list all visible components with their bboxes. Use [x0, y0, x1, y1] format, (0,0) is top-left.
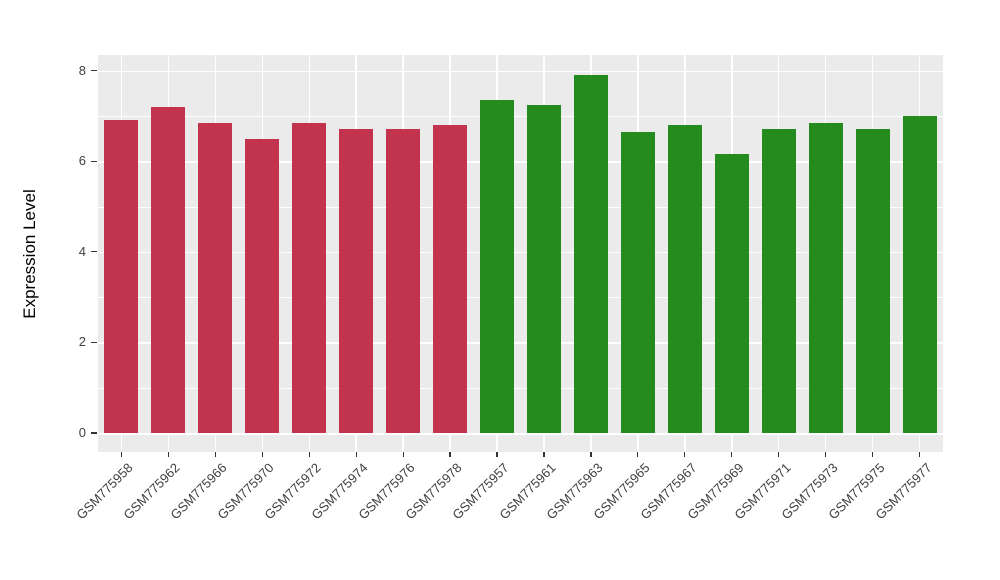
bar-GSM775957 — [480, 100, 515, 433]
y-tick-mark-8 — [91, 70, 97, 72]
y-tick-label-0: 0 — [78, 425, 86, 440]
x-tick-mark-GSM775976 — [402, 452, 404, 457]
bar-GSM775972 — [292, 122, 327, 433]
x-tick-mark-GSM775971 — [778, 452, 780, 457]
gridline-major-y0 — [98, 433, 943, 435]
x-tick-mark-GSM775962 — [167, 452, 169, 457]
bar-GSM775976 — [386, 129, 421, 433]
bar-GSM775963 — [573, 75, 608, 433]
y-tick-mark-0 — [91, 432, 97, 434]
gridline-major-y8 — [98, 70, 943, 73]
bar-GSM775962 — [151, 106, 186, 433]
plot-panel — [98, 55, 943, 452]
x-tick-mark-GSM775975 — [871, 452, 874, 457]
bar-GSM775971 — [761, 129, 796, 433]
gridline-minor-y5 — [98, 206, 943, 208]
x-tick-mark-GSM775961 — [543, 452, 545, 457]
bar-GSM775970 — [245, 138, 280, 433]
x-tick-mark-GSM775972 — [308, 452, 310, 457]
y-tick-mark-6 — [91, 160, 97, 162]
x-tick-mark-GSM775966 — [214, 452, 216, 457]
bar-GSM775967 — [667, 124, 702, 433]
y-tick-label-4: 4 — [78, 243, 86, 259]
bar-GSM775977 — [902, 115, 937, 433]
y-tick-label-8: 8 — [78, 62, 86, 78]
x-tick-mark-GSM775974 — [355, 452, 357, 457]
bar-GSM775973 — [808, 122, 843, 433]
gridline-major-y4 — [98, 251, 943, 254]
gridline-minor-y7 — [98, 115, 943, 117]
bar-GSM775961 — [526, 104, 561, 433]
x-tick-mark-GSM775978 — [449, 452, 451, 457]
y-tick-label-6: 6 — [78, 153, 86, 169]
bar-GSM775974 — [339, 129, 374, 433]
bar-GSM775958 — [104, 120, 139, 433]
x-tick-mark-GSM775967 — [684, 452, 686, 457]
x-tick-mark-GSM775963 — [590, 452, 592, 457]
bar-GSM775965 — [620, 131, 655, 433]
y-tick-mark-2 — [91, 341, 97, 343]
gridline-minor-y3 — [98, 297, 943, 298]
x-tick-mark-GSM775958 — [120, 452, 123, 457]
gridline-minor-y1 — [98, 387, 943, 389]
x-tick-mark-GSM775957 — [496, 452, 498, 457]
bar-GSM775969 — [714, 154, 749, 433]
y-tick-label-2: 2 — [78, 334, 86, 350]
gridline-major-y6 — [98, 161, 943, 163]
bar-GSM775966 — [198, 122, 233, 433]
y-tick-mark-4 — [91, 251, 97, 253]
x-tick-mark-GSM775973 — [825, 452, 827, 457]
x-tick-mark-GSM775965 — [637, 452, 639, 457]
bar-GSM775978 — [433, 124, 468, 433]
bar-GSM775975 — [855, 129, 890, 433]
x-tick-mark-GSM775970 — [261, 452, 263, 457]
y-axis-title: Expression Level — [20, 189, 39, 319]
gridline-major-y2 — [98, 342, 943, 344]
x-tick-mark-GSM775969 — [731, 452, 733, 457]
x-tick-mark-GSM775977 — [918, 452, 921, 457]
